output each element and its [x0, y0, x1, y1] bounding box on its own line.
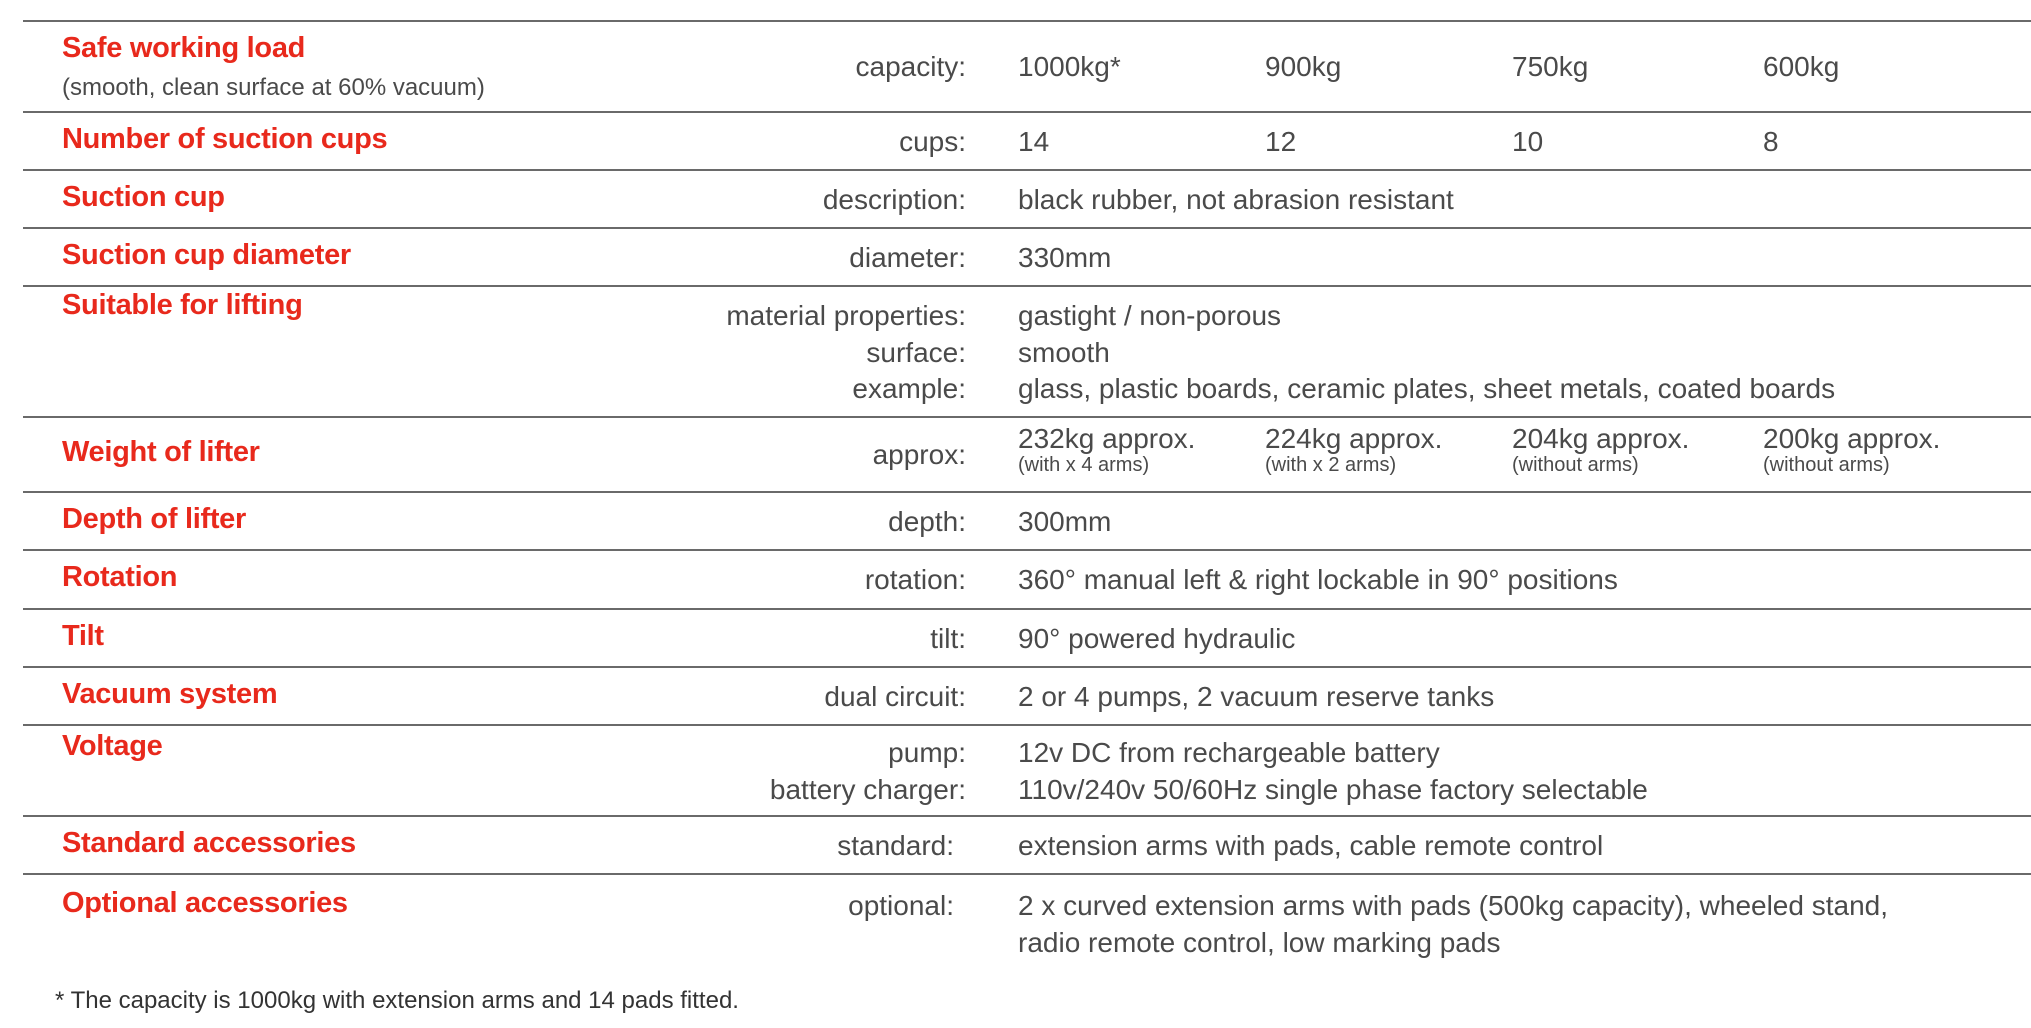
row-subheading: (smooth, clean surface at 60% vacuum) [62, 74, 485, 101]
row-heading: Tilt [62, 620, 104, 652]
row-heading: Suction cup [62, 181, 225, 213]
row-label: rotation: [864, 564, 966, 595]
row-value: 2 or 4 pumps, 2 vacuum reserve tanks [1018, 681, 1495, 712]
row-label: dual circuit: [824, 681, 966, 712]
value-cell: 8 [1763, 126, 1779, 157]
row-value: 2 x curved extension arms with pads (500… [1018, 890, 1889, 921]
row-label: diameter: [849, 242, 966, 273]
row-value: 90° powered hydraulic [1018, 623, 1296, 654]
value-cell: 232kg approx. (with x 4 arms) [1018, 423, 1196, 477]
spec-row-voltage: Voltage pump: battery charger: 12v DC fr… [23, 724, 2031, 815]
spec-row-suction-cups: Number of suction cups cups: 14 12 10 8 [23, 111, 2031, 169]
spec-row-vacuum-system: Vacuum system dual circuit: 2 or 4 pumps… [23, 666, 2031, 724]
weight-value: 232kg approx. [1018, 423, 1196, 454]
row-value: 360° manual left & right lockable in 90°… [1018, 564, 1618, 595]
row-label: cups: [899, 126, 966, 157]
row-label: standard: [837, 830, 954, 861]
spec-row-cup-diameter: Suction cup diameter diameter: 330mm [23, 227, 2031, 285]
weight-note: (with x 4 arms) [1018, 454, 1150, 476]
row-heading: Standard accessories [62, 827, 356, 859]
row-label: material properties: [726, 300, 966, 331]
row-heading: Number of suction cups [62, 123, 388, 155]
value-cell: 200kg approx. (without arms) [1763, 423, 1941, 477]
row-heading: Weight of lifter [62, 436, 260, 468]
row-value: radio remote control, low marking pads [1018, 927, 1501, 958]
row-label: capacity: [855, 51, 967, 82]
weight-value: 224kg approx. [1265, 423, 1443, 454]
weight-note: (without arms) [1763, 454, 1890, 476]
row-label: surface: [866, 337, 966, 368]
spec-row-safe-working-load: Safe working load (smooth, clean surface… [23, 20, 2031, 111]
spec-row-depth: Depth of lifter depth: 300mm [23, 491, 2031, 549]
spec-row-suction-cup: Suction cup description: black rubber, n… [23, 169, 2031, 227]
row-heading: Suction cup diameter [62, 239, 351, 271]
spec-row-optional-accessories: Optional accessories optional: 2 x curve… [23, 873, 2031, 993]
row-label: depth: [888, 506, 966, 537]
spec-row-standard-accessories: Standard accessories standard: extension… [23, 815, 2031, 873]
weight-value: 204kg approx. [1512, 423, 1690, 454]
row-value: glass, plastic boards, ceramic plates, s… [1018, 373, 1836, 404]
row-label: tilt: [930, 623, 966, 654]
row-heading: Safe working load [62, 32, 306, 64]
row-heading: Depth of lifter [62, 503, 246, 535]
value-cell: 900kg [1265, 51, 1342, 82]
row-value: 12v DC from rechargeable battery [1018, 737, 1440, 768]
row-label: example: [852, 373, 966, 404]
value-cell: 12 [1265, 126, 1297, 157]
weight-note: (without arms) [1512, 454, 1639, 476]
value-cell: 204kg approx. (without arms) [1512, 423, 1690, 477]
spec-row-tilt: Tilt tilt: 90° powered hydraulic [23, 608, 2031, 666]
value-cell: 750kg [1512, 51, 1589, 82]
row-value: extension arms with pads, cable remote c… [1018, 830, 1604, 861]
spec-table: Safe working load (smooth, clean surface… [23, 20, 2031, 993]
row-label: pump: [888, 737, 966, 768]
row-label: approx: [872, 439, 966, 470]
row-heading: Optional accessories [62, 887, 348, 919]
row-heading: Vacuum system [62, 678, 278, 710]
row-label: optional: [848, 890, 954, 921]
row-label: description: [822, 184, 966, 215]
value-cell: 10 [1512, 126, 1544, 157]
value-cell: 1000kg* [1018, 51, 1121, 82]
row-heading: Voltage [62, 730, 163, 762]
spec-row-suitable-for-lifting: Suitable for lifting material properties… [23, 285, 2031, 416]
row-value: 330mm [1018, 242, 1112, 273]
row-value: gastight / non-porous [1018, 300, 1282, 331]
value-cell: 14 [1018, 126, 1050, 157]
row-heading: Rotation [62, 561, 178, 593]
row-heading: Suitable for lifting [62, 289, 303, 321]
weight-value: 200kg approx. [1763, 423, 1941, 454]
row-value: smooth [1018, 337, 1110, 368]
row-value: black rubber, not abrasion resistant [1018, 184, 1454, 215]
row-label: battery charger: [769, 774, 966, 805]
value-cell: 224kg approx. (with x 2 arms) [1265, 423, 1443, 477]
spec-row-rotation: Rotation rotation: 360° manual left & ri… [23, 549, 2031, 608]
footnote: * The capacity is 1000kg with extension … [55, 987, 739, 1014]
row-value: 110v/240v 50/60Hz single phase factory s… [1018, 774, 1648, 805]
row-value: 300mm [1018, 506, 1112, 537]
weight-note: (with x 2 arms) [1265, 454, 1397, 476]
value-cell: 600kg [1763, 51, 1840, 82]
spec-row-weight: Weight of lifter approx: 232kg approx. (w… [23, 416, 2031, 491]
